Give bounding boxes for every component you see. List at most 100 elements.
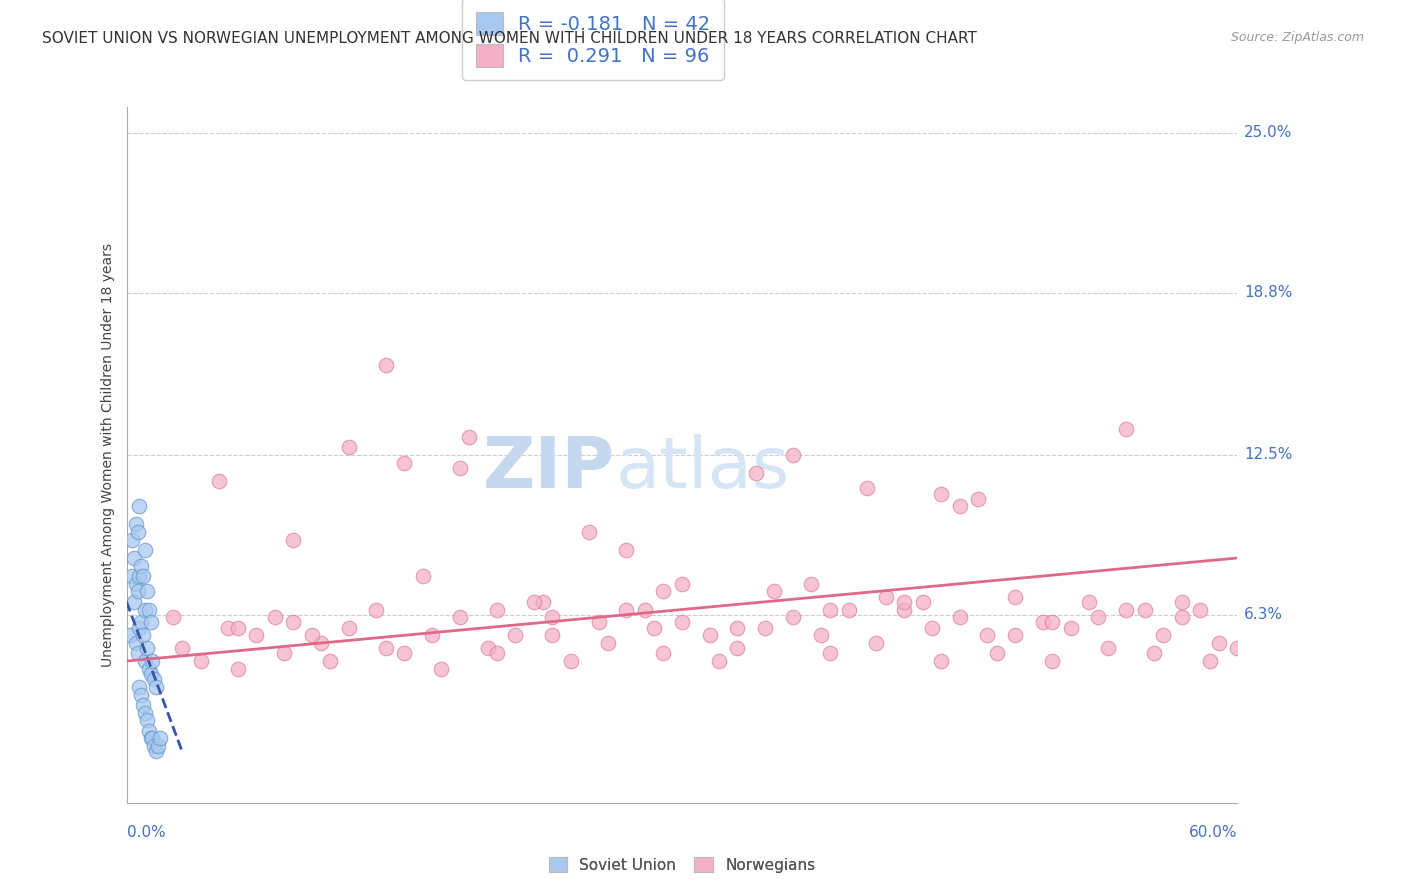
Point	[1143, 646, 1166, 660]
Point	[374, 358, 396, 372]
Point	[671, 615, 693, 630]
Point	[128, 569, 150, 583]
Point	[967, 491, 990, 506]
Point	[145, 680, 167, 694]
Point	[149, 731, 172, 746]
Point	[699, 628, 721, 642]
Point	[541, 610, 564, 624]
Point	[1170, 610, 1192, 624]
Point	[1087, 610, 1109, 624]
Point	[138, 723, 160, 738]
Point	[127, 525, 149, 540]
Text: 60.0%: 60.0%	[1189, 825, 1237, 840]
Point	[143, 739, 166, 753]
Point	[754, 621, 776, 635]
Point	[921, 621, 943, 635]
Legend: Soviet Union, Norwegians: Soviet Union, Norwegians	[543, 850, 821, 879]
Point	[727, 621, 749, 635]
Point	[949, 610, 972, 624]
Point	[929, 654, 952, 668]
Point	[1060, 621, 1083, 635]
Point	[131, 615, 153, 630]
Point	[652, 646, 675, 660]
Point	[865, 636, 887, 650]
Point	[745, 466, 768, 480]
Point	[616, 602, 638, 616]
Point	[273, 646, 295, 660]
Point	[449, 610, 471, 624]
Point	[560, 654, 582, 668]
Point	[139, 615, 162, 630]
Point	[134, 543, 156, 558]
Point	[143, 672, 166, 686]
Point	[458, 430, 481, 444]
Point	[135, 714, 157, 728]
Point	[1032, 615, 1054, 630]
Text: 0.0%: 0.0%	[127, 825, 166, 840]
Point	[208, 474, 231, 488]
Point	[319, 654, 342, 668]
Point	[121, 533, 143, 547]
Text: 25.0%: 25.0%	[1244, 125, 1292, 140]
Point	[763, 584, 786, 599]
Point	[412, 569, 434, 583]
Point	[128, 680, 150, 694]
Point	[671, 576, 693, 591]
Point	[134, 654, 156, 668]
Point	[226, 662, 249, 676]
Point	[541, 628, 564, 642]
Point	[1198, 654, 1220, 668]
Point	[1170, 595, 1192, 609]
Text: ZIP: ZIP	[484, 434, 616, 503]
Point	[875, 590, 897, 604]
Point	[449, 460, 471, 475]
Point	[245, 628, 267, 642]
Point	[810, 628, 832, 642]
Point	[588, 615, 610, 630]
Point	[394, 646, 416, 660]
Point	[1004, 628, 1026, 642]
Point	[366, 602, 388, 616]
Point	[309, 636, 332, 650]
Point	[121, 569, 143, 583]
Point	[135, 641, 157, 656]
Point	[134, 602, 156, 616]
Point	[337, 440, 360, 454]
Point	[172, 641, 194, 656]
Text: SOVIET UNION VS NORWEGIAN UNEMPLOYMENT AMONG WOMEN WITH CHILDREN UNDER 18 YEARS : SOVIET UNION VS NORWEGIAN UNEMPLOYMENT A…	[42, 31, 977, 46]
Point	[652, 584, 675, 599]
Point	[1226, 641, 1249, 656]
Point	[337, 621, 360, 635]
Point	[1040, 654, 1063, 668]
Point	[132, 628, 155, 642]
Point	[281, 615, 305, 630]
Point	[523, 595, 546, 609]
Point	[120, 628, 142, 642]
Point	[1097, 641, 1119, 656]
Point	[131, 688, 153, 702]
Point	[374, 641, 396, 656]
Point	[782, 448, 804, 462]
Point	[782, 610, 804, 624]
Point	[818, 646, 841, 660]
Point	[929, 486, 952, 500]
Point	[217, 621, 239, 635]
Point	[893, 602, 915, 616]
Point	[818, 602, 841, 616]
Point	[141, 654, 163, 668]
Point	[643, 621, 665, 635]
Point	[634, 602, 657, 616]
Point	[1004, 590, 1026, 604]
Point	[226, 621, 249, 635]
Point	[420, 628, 443, 642]
Point	[162, 610, 184, 624]
Point	[485, 602, 508, 616]
Point	[430, 662, 453, 676]
Point	[911, 595, 934, 609]
Point	[1152, 628, 1174, 642]
Point	[122, 595, 145, 609]
Point	[838, 602, 860, 616]
Point	[127, 646, 149, 660]
Point	[122, 551, 145, 566]
Point	[707, 654, 730, 668]
